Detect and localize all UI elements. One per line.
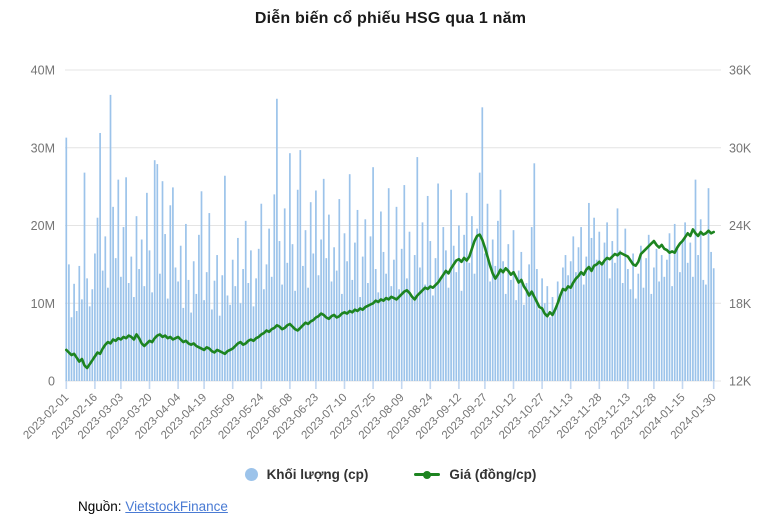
svg-text:10M: 10M [31,297,55,311]
left-axis-labels: 0 10M 20M 30M 40M [31,64,55,389]
volume-price-chart: 0 10M 20M 30M 40M 12K 18K 24K 30K 36K 2023-02-0120… [21,64,752,442]
source-link[interactable]: VietstockFinance [125,499,228,514]
svg-text:24K: 24K [729,219,752,233]
chart-title: Diễn biến cổ phiếu HSG qua 1 năm [254,10,527,27]
price-line-series [65,228,716,370]
source-prefix: Nguồn: [78,499,122,514]
volume-swatch-icon [244,468,258,481]
right-axis-labels: 12K 18K 24K 30K 36K [729,64,752,389]
x-axis-labels: 2023-02-012023-02-162023-03-032023-03-20… [21,391,718,442]
svg-text:40M: 40M [31,64,55,78]
svg-text:0: 0 [48,375,55,389]
price-legend-label: Giá (đồng/cp) [449,467,537,482]
chart-legend: Khối lượng (cp) Giá (đồng/cp) [0,467,781,482]
volume-bars-series [65,94,715,382]
svg-text:12K: 12K [729,375,752,389]
x-axis-ticks [65,381,715,389]
legend-item-price[interactable]: Giá (đồng/cp) [414,467,536,482]
legend-item-volume[interactable]: Khối lượng (cp) [244,467,369,482]
svg-text:36K: 36K [729,64,752,78]
source-line: Nguồn: VietstockFinance [78,499,228,514]
svg-text:30M: 30M [31,141,55,155]
svg-text:30K: 30K [729,141,752,155]
svg-text:18K: 18K [729,297,752,311]
price-swatch-icon [414,468,441,481]
volume-legend-label: Khối lượng (cp) [266,467,369,482]
svg-text:20M: 20M [31,219,55,233]
